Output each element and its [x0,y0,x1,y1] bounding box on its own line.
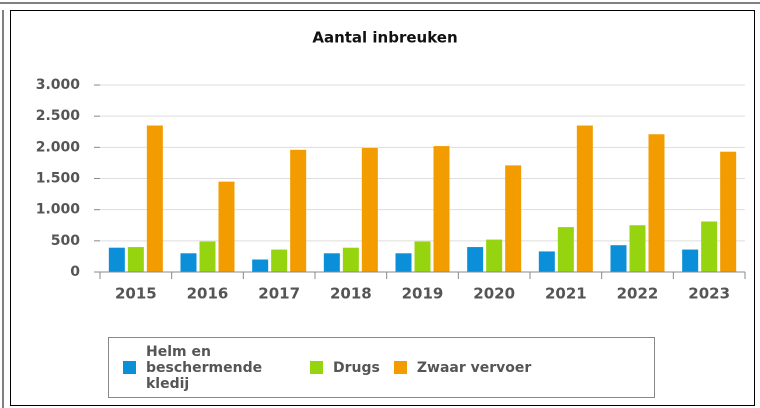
bar [361,147,378,272]
x-tick-label: 2023 [688,285,730,303]
y-tick-label: 1.000 [36,202,81,218]
legend-item: Drugs [310,360,380,376]
x-tick-label: 2015 [115,285,157,303]
bar [486,239,503,272]
bar [290,149,307,272]
bar [720,151,737,272]
x-tick-label: 2021 [545,285,587,303]
bar [538,251,555,272]
y-tick-label: 2.500 [36,108,81,124]
bar [395,253,412,272]
legend-label: Drugs [333,359,380,376]
legend-swatch [393,361,407,374]
legend: Helm en beschermende kledij Drugs Zwaar ve… [108,337,655,398]
bar [629,225,646,272]
bar [433,146,450,272]
bar [701,221,718,272]
bar [414,241,431,272]
bar [127,247,144,272]
bar [505,165,522,272]
y-tick-label: 500 [51,233,80,249]
bar [682,249,699,272]
bar [271,249,288,272]
legend-item: Zwaar vervoer [393,359,532,376]
bar [218,181,235,272]
bar [146,125,163,273]
bar [610,245,627,272]
bar [108,247,125,272]
legend-item: Helm en beschermende kledij [123,344,296,392]
y-tick-label: 0 [70,264,80,280]
chart-frame [10,10,755,406]
bar [199,241,216,272]
y-tick-label: 1.500 [36,171,81,187]
y-tick-label: 2.000 [36,139,81,155]
bar [323,253,340,272]
x-tick-label: 2017 [258,285,300,303]
bar [342,247,359,272]
x-tick-label: 2020 [473,285,515,303]
y-tick-label: 3.000 [36,77,81,93]
chart-title: Aantal inbreuken [312,29,457,47]
bar [467,247,484,272]
legend-swatch [310,361,323,374]
bar [557,227,574,272]
bar [648,134,665,272]
legend-label: Zwaar vervoer [416,359,532,376]
bar [252,259,269,272]
x-tick-label: 2019 [402,285,444,303]
x-tick-label: 2016 [187,285,229,303]
bar [180,253,197,272]
legend-label: Helm en beschermende kledij [146,343,263,392]
legend-swatch [123,361,136,374]
bar [576,125,593,273]
x-tick-label: 2022 [617,285,659,303]
x-tick-label: 2018 [330,285,372,303]
